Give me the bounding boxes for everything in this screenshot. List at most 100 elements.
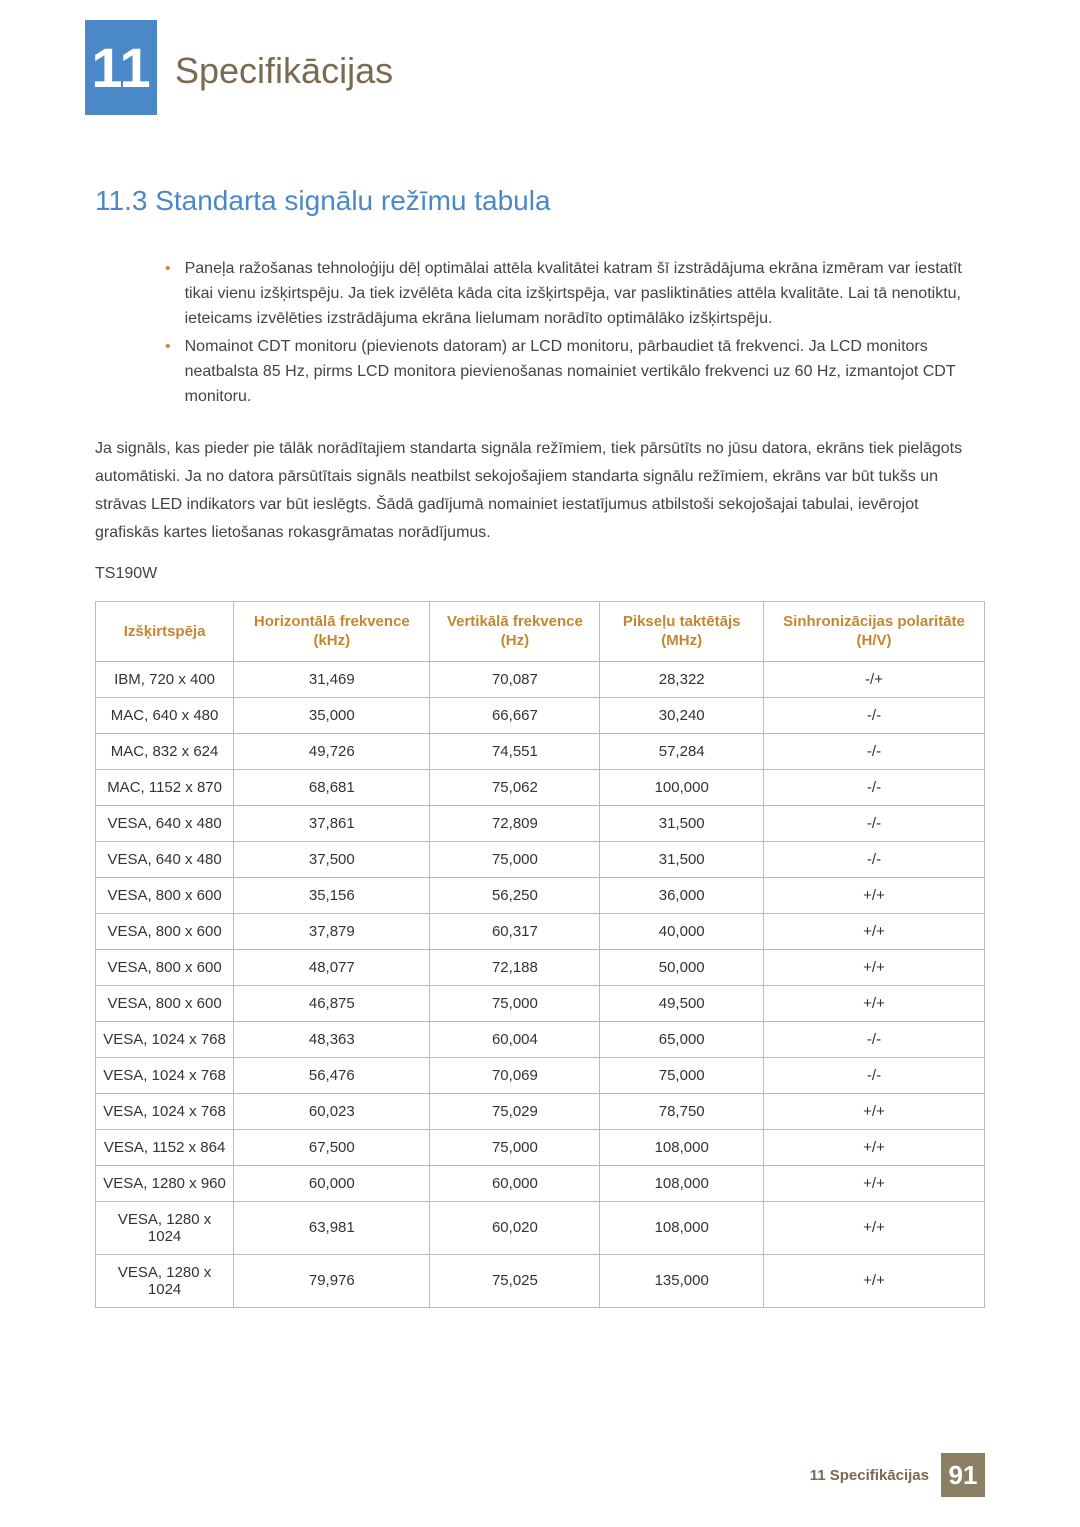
bullet-item: •Paneļa ražošanas tehnoloģiju dēļ optimā… <box>165 257 985 331</box>
note-bullets: •Paneļa ražošanas tehnoloģiju dēļ optimā… <box>165 257 985 410</box>
table-row: VESA, 1024 x 76860,02375,02978,750+/+ <box>96 1093 985 1129</box>
intro-paragraph: Ja signāls, kas pieder pie tālāk norādīt… <box>95 435 985 547</box>
table-row: VESA, 640 x 48037,86172,80931,500-/- <box>96 805 985 841</box>
table-cell: VESA, 800 x 600 <box>96 949 234 985</box>
table-cell: IBM, 720 x 400 <box>96 661 234 697</box>
table-cell: 56,476 <box>234 1057 430 1093</box>
table-cell: VESA, 1280 x 1024 <box>96 1201 234 1254</box>
table-cell: 66,667 <box>430 697 600 733</box>
table-row: VESA, 1280 x 96060,00060,000108,000+/+ <box>96 1165 985 1201</box>
table-cell: +/+ <box>764 1129 985 1165</box>
table-cell: 79,976 <box>234 1254 430 1307</box>
table-row: IBM, 720 x 40031,46970,08728,322-/+ <box>96 661 985 697</box>
footer-text: 11 Specifikācijas <box>810 1467 929 1484</box>
signal-mode-table: IzšķirtspējaHorizontālā frekvence (kHz)V… <box>95 601 985 1308</box>
table-row: VESA, 1024 x 76856,47670,06975,000-/- <box>96 1057 985 1093</box>
table-cell: 70,069 <box>430 1057 600 1093</box>
table-cell: VESA, 640 x 480 <box>96 805 234 841</box>
bullet-dot-icon: • <box>165 335 171 409</box>
table-cell: -/- <box>764 769 985 805</box>
table-cell: 48,077 <box>234 949 430 985</box>
table-row: VESA, 1280 x 102479,97675,025135,000+/+ <box>96 1254 985 1307</box>
table-row: VESA, 1280 x 102463,98160,020108,000+/+ <box>96 1201 985 1254</box>
table-cell: 72,188 <box>430 949 600 985</box>
table-cell: MAC, 1152 x 870 <box>96 769 234 805</box>
bullet-dot-icon: • <box>165 257 171 331</box>
table-column-header: Vertikālā frekvence (Hz) <box>430 601 600 661</box>
table-cell: +/+ <box>764 1093 985 1129</box>
table-cell: VESA, 1024 x 768 <box>96 1093 234 1129</box>
table-cell: 60,317 <box>430 913 600 949</box>
table-cell: -/- <box>764 1021 985 1057</box>
table-cell: 70,087 <box>430 661 600 697</box>
table-row: VESA, 800 x 60037,87960,31740,000+/+ <box>96 913 985 949</box>
table-cell: 63,981 <box>234 1201 430 1254</box>
table-column-header: Sinhronizācijas polaritāte (H/V) <box>764 601 985 661</box>
table-cell: -/- <box>764 1057 985 1093</box>
table-cell: VESA, 800 x 600 <box>96 877 234 913</box>
table-row: VESA, 800 x 60046,87575,00049,500+/+ <box>96 985 985 1021</box>
table-cell: 40,000 <box>600 913 764 949</box>
table-cell: -/- <box>764 841 985 877</box>
table-cell: 37,500 <box>234 841 430 877</box>
table-cell: VESA, 1280 x 960 <box>96 1165 234 1201</box>
table-cell: 100,000 <box>600 769 764 805</box>
table-cell: 31,469 <box>234 661 430 697</box>
table-cell: 108,000 <box>600 1201 764 1254</box>
table-cell: +/+ <box>764 877 985 913</box>
table-cell: 36,000 <box>600 877 764 913</box>
table-cell: 60,000 <box>234 1165 430 1201</box>
table-cell: 35,000 <box>234 697 430 733</box>
table-cell: 57,284 <box>600 733 764 769</box>
table-row: MAC, 640 x 48035,00066,66730,240-/- <box>96 697 985 733</box>
table-cell: 60,000 <box>430 1165 600 1201</box>
bullet-text: Paneļa ražošanas tehnoloģiju dēļ optimāl… <box>185 257 985 331</box>
table-cell: 68,681 <box>234 769 430 805</box>
table-row: MAC, 1152 x 87068,68175,062100,000-/- <box>96 769 985 805</box>
table-cell: +/+ <box>764 985 985 1021</box>
table-cell: 75,025 <box>430 1254 600 1307</box>
bullet-item: •Nomainot CDT monitoru (pievienots dator… <box>165 335 985 409</box>
table-cell: 31,500 <box>600 805 764 841</box>
table-cell: VESA, 800 x 600 <box>96 913 234 949</box>
table-column-header: Pikseļu taktētājs (MHz) <box>600 601 764 661</box>
table-cell: +/+ <box>764 1201 985 1254</box>
table-cell: 108,000 <box>600 1165 764 1201</box>
table-cell: 31,500 <box>600 841 764 877</box>
table-cell: 56,250 <box>430 877 600 913</box>
table-cell: 37,861 <box>234 805 430 841</box>
table-cell: 46,875 <box>234 985 430 1021</box>
page-footer: 11 Specifikācijas 91 <box>810 1453 985 1497</box>
footer-page-number: 91 <box>941 1453 985 1497</box>
section-heading: 11.3 Standarta signālu režīmu tabula <box>95 185 985 217</box>
chapter-number: 11 <box>91 40 150 96</box>
table-cell: VESA, 800 x 600 <box>96 985 234 1021</box>
table-cell: 75,000 <box>600 1057 764 1093</box>
bullet-text: Nomainot CDT monitoru (pievienots datora… <box>185 335 985 409</box>
table-cell: 74,551 <box>430 733 600 769</box>
table-row: VESA, 1152 x 86467,50075,000108,000+/+ <box>96 1129 985 1165</box>
table-row: VESA, 1024 x 76848,36360,00465,000-/- <box>96 1021 985 1057</box>
table-cell: VESA, 640 x 480 <box>96 841 234 877</box>
table-cell: -/+ <box>764 661 985 697</box>
table-body: IBM, 720 x 40031,46970,08728,322-/+MAC, … <box>96 661 985 1307</box>
table-cell: +/+ <box>764 949 985 985</box>
table-row: VESA, 800 x 60048,07772,18850,000+/+ <box>96 949 985 985</box>
table-cell: 75,029 <box>430 1093 600 1129</box>
table-cell: 60,020 <box>430 1201 600 1254</box>
table-cell: 30,240 <box>600 697 764 733</box>
table-cell: VESA, 1152 x 864 <box>96 1129 234 1165</box>
table-cell: 48,363 <box>234 1021 430 1057</box>
chapter-title: Specifikācijas <box>175 50 393 92</box>
table-cell: VESA, 1280 x 1024 <box>96 1254 234 1307</box>
table-cell: +/+ <box>764 913 985 949</box>
model-label: TS190W <box>95 565 985 583</box>
chapter-number-box: 11 <box>85 20 157 115</box>
table-cell: -/- <box>764 805 985 841</box>
table-cell: VESA, 1024 x 768 <box>96 1021 234 1057</box>
table-cell: 78,750 <box>600 1093 764 1129</box>
table-cell: 37,879 <box>234 913 430 949</box>
table-cell: 49,726 <box>234 733 430 769</box>
table-cell: 75,062 <box>430 769 600 805</box>
table-cell: 135,000 <box>600 1254 764 1307</box>
